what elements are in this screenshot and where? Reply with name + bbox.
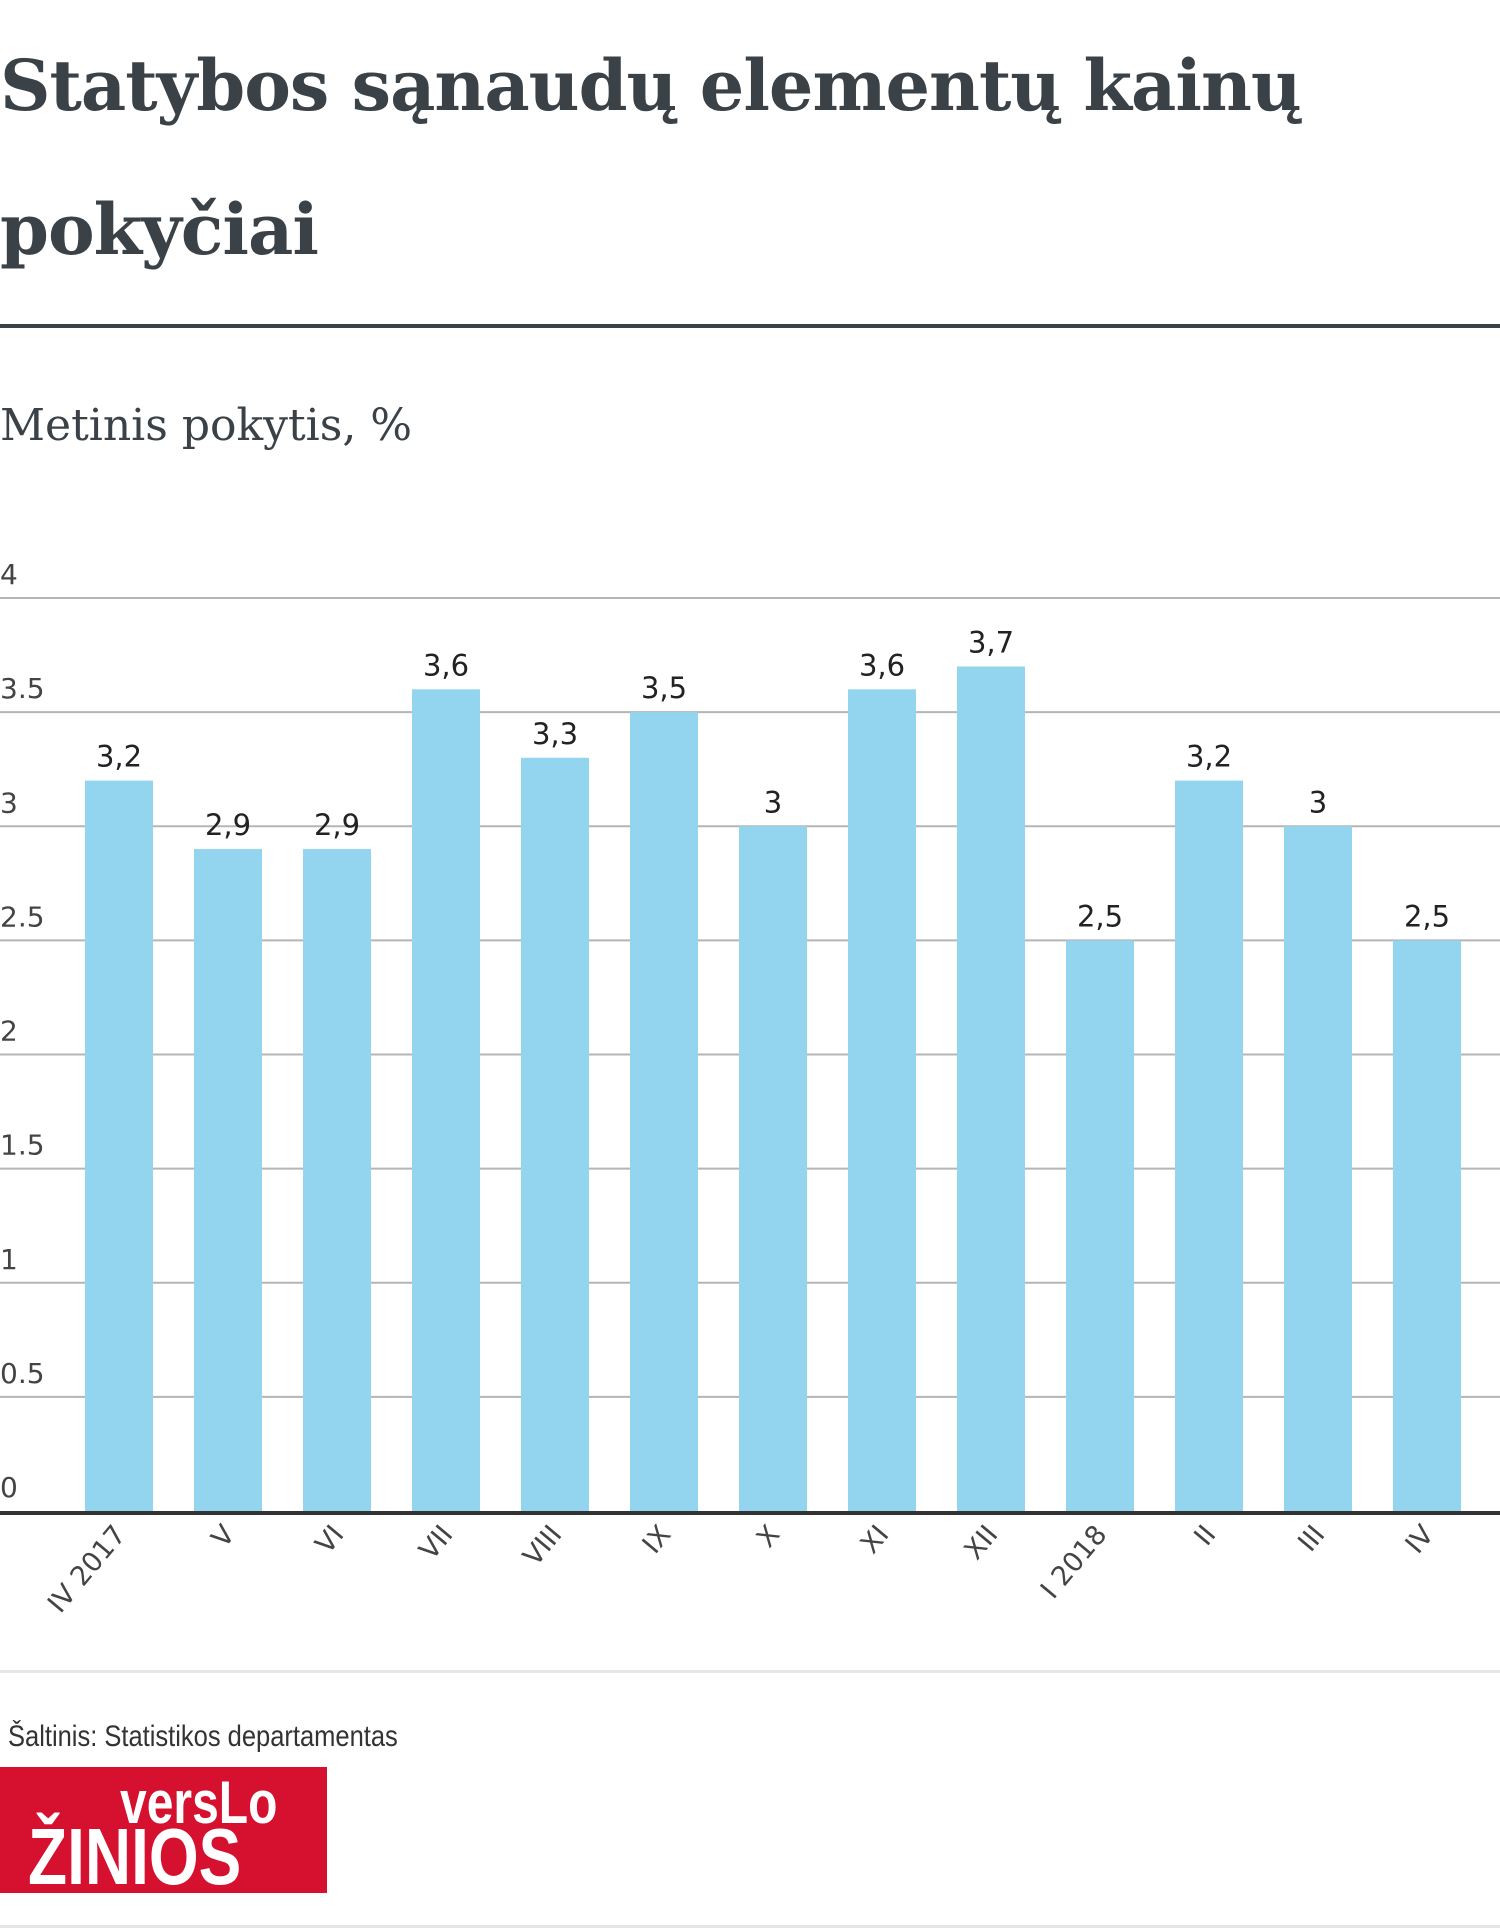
bar xyxy=(957,666,1025,1511)
data-label: 3,5 xyxy=(641,671,687,705)
bar xyxy=(303,849,371,1511)
data-label: 3 xyxy=(1309,785,1327,819)
bar xyxy=(739,826,807,1511)
bar xyxy=(848,689,916,1511)
y-tick-label: 1.5 xyxy=(0,1129,45,1162)
source-note: Šaltinis: Statistikos departamentas xyxy=(8,1720,398,1753)
data-label: 2,5 xyxy=(1404,899,1450,933)
x-tick-label: VII xyxy=(413,1520,459,1566)
logo-text-top: versLo xyxy=(120,1769,278,1836)
x-tick-label: XII xyxy=(958,1520,1004,1566)
x-tick-label: V xyxy=(206,1519,242,1553)
bar xyxy=(194,849,262,1511)
bar xyxy=(1393,940,1461,1511)
data-label: 3 xyxy=(764,785,782,819)
chart-title: Statybos sąnaudų elementų kainų pokyčiai xyxy=(0,44,1302,271)
chart-subtitle: Metinis pokytis, % xyxy=(0,400,413,451)
data-label: 2,5 xyxy=(1077,899,1123,933)
data-label: 2,9 xyxy=(205,808,251,842)
bar xyxy=(412,689,480,1511)
bottom-divider xyxy=(0,1925,1500,1928)
bar xyxy=(1284,826,1352,1511)
x-tick-label: III xyxy=(1292,1520,1331,1558)
x-tick-label: XI xyxy=(855,1520,896,1560)
x-tick-label: VI xyxy=(310,1520,351,1560)
y-tick-label: 3.5 xyxy=(0,672,45,705)
bar xyxy=(630,712,698,1511)
bar xyxy=(521,757,589,1511)
bar-chart: 0 0.5 1 1.5 2 2.5 3 3.5 4 3,2 IV 2017 2,9 V 2,9 VI 3,6 V… xyxy=(0,558,1500,1619)
verslo-zinios-logo: versLo žinios xyxy=(0,1767,327,1897)
logo-text-bottom: žinios xyxy=(28,1812,242,1901)
data-label: 3,6 xyxy=(859,648,905,682)
title-divider xyxy=(0,324,1500,328)
bar xyxy=(1066,940,1134,1511)
x-tick-label: I 2018 xyxy=(1035,1520,1114,1605)
x-tick-label: IV xyxy=(1400,1519,1441,1560)
x-tick-label: II xyxy=(1188,1520,1222,1552)
y-tick-label: 0 xyxy=(0,1471,18,1504)
y-tick-label: 3 xyxy=(0,786,18,819)
data-label: 3,3 xyxy=(532,717,578,751)
data-label: 2,9 xyxy=(314,808,360,842)
x-tick-label: VIII xyxy=(517,1520,568,1572)
divider xyxy=(0,1670,1500,1673)
x-tick-label: IX xyxy=(637,1520,678,1560)
bar xyxy=(85,780,153,1511)
x-tick-label: X xyxy=(751,1520,787,1554)
y-tick-label: 2.5 xyxy=(0,900,45,933)
y-tick-label: 0.5 xyxy=(0,1357,45,1390)
data-label: 3,2 xyxy=(1186,740,1232,774)
y-tick-label: 4 xyxy=(0,558,18,591)
data-label: 3,2 xyxy=(96,740,142,774)
data-label: 3,7 xyxy=(968,625,1014,659)
bar xyxy=(1175,780,1243,1511)
y-tick-label: 2 xyxy=(0,1015,18,1048)
data-label: 3,6 xyxy=(423,648,469,682)
y-tick-label: 1 xyxy=(0,1243,18,1276)
x-tick-label: IV 2017 xyxy=(42,1520,132,1619)
